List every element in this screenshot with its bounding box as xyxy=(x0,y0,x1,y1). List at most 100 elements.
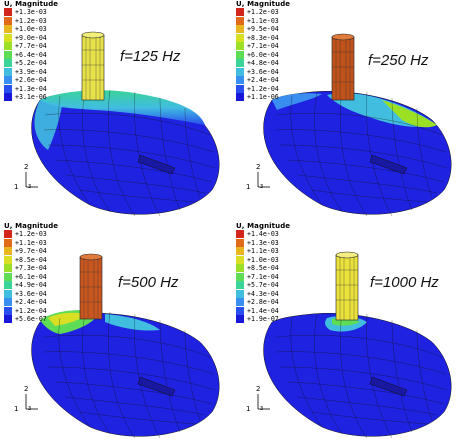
legend-swatch xyxy=(236,247,244,256)
legend-value: +7.3e-04 xyxy=(15,264,47,272)
color-legend: +1.2e-03 +1.1e-03 +9.7e-04 +8.5e-04 +7.3… xyxy=(4,230,47,324)
legend-swatch xyxy=(4,42,12,51)
legend-swatch xyxy=(236,25,244,34)
legend-value: +4.3e-04 xyxy=(247,289,279,298)
legend-swatch xyxy=(4,33,12,42)
legend-value: +8.5e-04 xyxy=(15,255,47,264)
legend-value: +1.1e-03 xyxy=(15,238,47,247)
legend-swatch xyxy=(236,59,244,68)
legend-value: +1.2e-03 xyxy=(15,230,47,238)
legend-swatch xyxy=(236,238,244,247)
legend-swatch xyxy=(236,33,244,42)
legend-value: +6.4e-04 xyxy=(15,50,47,59)
legend-swatch xyxy=(4,25,12,34)
legend-swatch xyxy=(236,84,244,93)
legend-value: +9.7e-04 xyxy=(15,247,47,255)
fe-model-render xyxy=(25,253,220,439)
legend-swatch xyxy=(236,289,244,298)
legend-swatch xyxy=(4,8,12,17)
fe-model-render xyxy=(257,33,452,217)
legend-swatch xyxy=(4,16,12,25)
legend-swatch xyxy=(4,298,12,307)
legend-value: +8.5e-04 xyxy=(247,264,279,272)
legend-value: +3.6e-04 xyxy=(247,67,279,76)
frequency-label: f=500 Hz xyxy=(118,274,179,291)
legend-value: +1.1e-06 xyxy=(247,93,279,101)
color-legend: +1.2e-03 +1.1e-03 +9.5e-04 +8.3e-04 +7.1… xyxy=(236,8,279,102)
legend-value: +4.8e-04 xyxy=(247,59,279,67)
legend-value: +1.9e-07 xyxy=(247,315,279,323)
axis-label-1: 1 xyxy=(246,183,251,191)
legend-swatch xyxy=(236,255,244,264)
axis-label-3: 3 xyxy=(28,406,32,412)
legend-value: +5.2e-04 xyxy=(15,59,47,67)
legend-swatch xyxy=(4,238,12,247)
legend-value: +1.2e-04 xyxy=(15,306,47,315)
legend-swatch xyxy=(4,306,12,315)
legend-value: +2.4e-04 xyxy=(247,76,279,84)
panel-f500: U, Magnitude +1.2e-03 +1.1e-03 +9.7e-04 … xyxy=(0,222,231,444)
legend-title: U, Magnitude xyxy=(4,0,59,8)
legend-value: +1.2e-03 xyxy=(247,8,279,16)
axis-label-3: 3 xyxy=(28,184,32,190)
legend-swatch xyxy=(236,264,244,273)
legend-swatch xyxy=(4,255,12,264)
legend-value: +9.5e-04 xyxy=(247,25,279,33)
legend-swatch xyxy=(236,315,244,324)
legend-value: +3.9e-04 xyxy=(15,67,47,76)
legend-swatch xyxy=(236,8,244,17)
legend-title: U, Magnitude xyxy=(236,222,291,230)
axis-label-2: 2 xyxy=(24,163,29,171)
legend-swatch xyxy=(236,67,244,76)
axis-label-1: 1 xyxy=(14,405,19,413)
legend-swatch xyxy=(236,16,244,25)
legend-swatch xyxy=(4,281,12,290)
legend-value: +1.4e-04 xyxy=(247,306,279,315)
legend-value: +3.1e-06 xyxy=(15,93,47,101)
legend-swatch xyxy=(236,50,244,59)
legend-swatch xyxy=(4,264,12,273)
legend-value: +1.2e-04 xyxy=(247,84,279,93)
legend-swatch xyxy=(236,230,244,239)
axis-label-3: 3 xyxy=(260,406,264,412)
legend-value: +1.3e-03 xyxy=(247,238,279,247)
axis-label-1: 1 xyxy=(14,183,19,191)
legend-value: +9.0e-04 xyxy=(15,33,47,42)
legend-value: +2.8e-04 xyxy=(247,298,279,306)
legend-swatch xyxy=(236,42,244,51)
legend-swatch xyxy=(4,247,12,256)
legend-value: +1.4e-03 xyxy=(247,230,279,238)
legend-value: +4.9e-04 xyxy=(15,281,47,289)
legend-swatch xyxy=(236,298,244,307)
legend-value: +8.3e-04 xyxy=(247,33,279,42)
legend-value: +1.2e-03 xyxy=(15,16,47,25)
fe-model-render xyxy=(257,251,452,439)
legend-swatch xyxy=(236,93,244,102)
color-legend: +1.4e-03 +1.3e-03 +1.1e-03 +1.0e-03 +8.5… xyxy=(236,230,279,324)
legend-swatch xyxy=(4,76,12,85)
legend-value: +1.0e-03 xyxy=(247,255,279,264)
legend-swatch xyxy=(236,272,244,281)
legend-swatch xyxy=(4,289,12,298)
frequency-label: f=1000 Hz xyxy=(370,274,439,291)
legend-swatch xyxy=(4,67,12,76)
color-legend: +1.3e-03 +1.2e-03 +1.0e-03 +9.0e-04 +7.7… xyxy=(4,8,47,102)
legend-swatch xyxy=(4,93,12,102)
legend-value: +6.1e-04 xyxy=(15,272,47,281)
axis-label-2: 2 xyxy=(256,163,261,171)
legend-swatch xyxy=(236,281,244,290)
legend-title: U, Magnitude xyxy=(236,0,291,8)
legend-title: U, Magnitude xyxy=(4,222,59,230)
legend-value: +7.7e-04 xyxy=(15,42,47,50)
legend-swatch xyxy=(236,306,244,315)
fe-model-render xyxy=(25,31,220,217)
legend-value: +2.6e-04 xyxy=(15,76,47,84)
panel-f1000: U, Magnitude +1.4e-03 +1.3e-03 +1.1e-03 … xyxy=(232,222,463,444)
axis-label-2: 2 xyxy=(256,385,261,393)
legend-swatch xyxy=(4,230,12,239)
frequency-label: f=250 Hz xyxy=(368,52,429,69)
panel-f250: U, Magnitude +1.2e-03 +1.1e-03 +9.5e-04 … xyxy=(232,0,463,222)
legend-value: +1.1e-03 xyxy=(247,247,279,255)
legend-value: +3.6e-04 xyxy=(15,289,47,298)
legend-swatch xyxy=(4,50,12,59)
